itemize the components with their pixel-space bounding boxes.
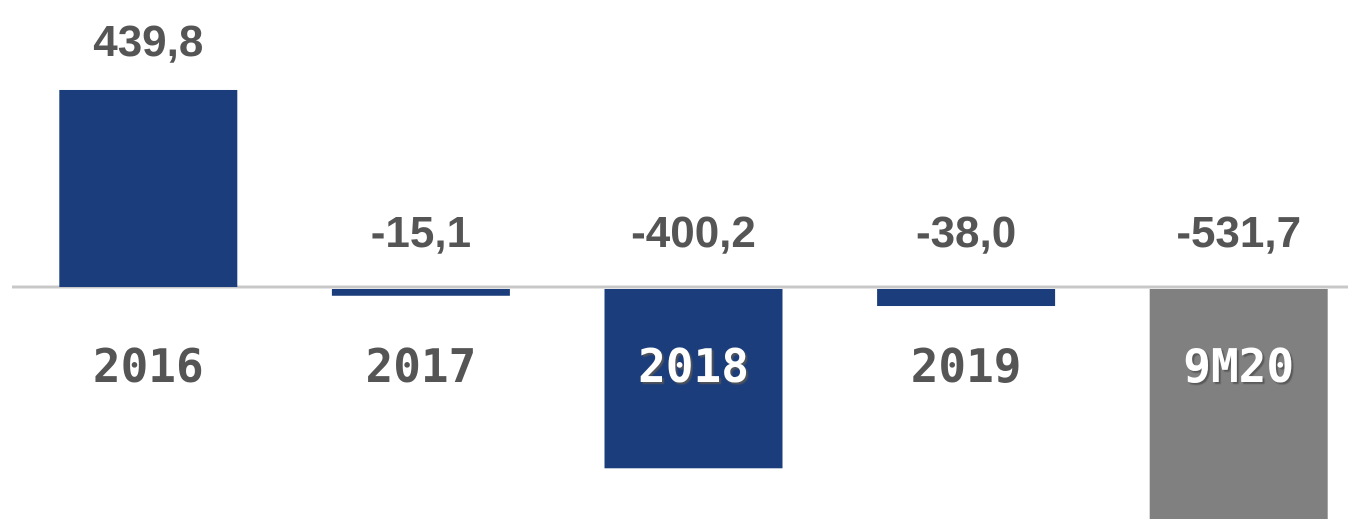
x-tick-label: 2017: [366, 339, 477, 393]
bar: [877, 289, 1056, 307]
value-label: -531,7: [1176, 208, 1301, 257]
x-tick-label: 2019: [911, 339, 1022, 393]
value-label: -400,2: [631, 208, 756, 257]
value-label: -15,1: [371, 208, 471, 257]
value-label: 439,8: [93, 17, 203, 66]
bar: [1149, 289, 1328, 519]
x-tick-label: 9M20: [1183, 339, 1294, 393]
x-tick-label: 2018: [638, 339, 749, 393]
bar: [59, 89, 238, 287]
bar: [604, 289, 783, 469]
value-label: -38,0: [916, 208, 1016, 257]
bar: [331, 289, 510, 296]
x-tick-label: 2016: [93, 339, 204, 393]
